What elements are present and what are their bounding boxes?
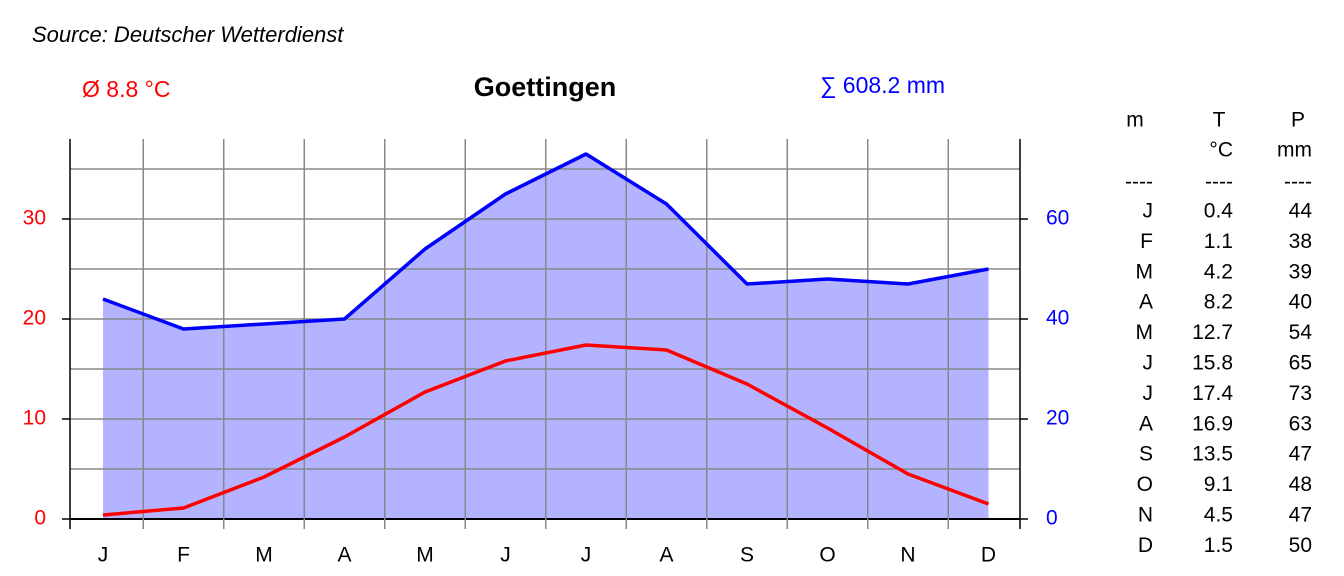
table-month: O (1137, 473, 1153, 496)
table-temperature: 12.7 (1192, 321, 1233, 344)
table-temperature: 4.2 (1204, 260, 1233, 283)
table-separator: ---- (1125, 171, 1153, 194)
x-tick-label: J (98, 544, 109, 567)
table-temperature: 1.5 (1204, 534, 1233, 557)
table-separator: ---- (1284, 171, 1312, 194)
table-precipitation: 48 (1289, 473, 1312, 496)
x-tick-label: J (581, 544, 592, 567)
table-precipitation: 54 (1289, 321, 1313, 344)
table-temperature: 13.5 (1192, 443, 1233, 466)
table-precipitation: 65 (1289, 352, 1312, 375)
table-precipitation: 73 (1289, 382, 1312, 405)
x-tick-label: D (981, 544, 996, 567)
table-month: J (1143, 200, 1154, 223)
table-temperature: 4.5 (1204, 504, 1233, 527)
table-header: m (1126, 109, 1144, 132)
table-precipitation: 38 (1289, 230, 1312, 253)
table-temperature: 9.1 (1204, 473, 1233, 496)
y2-tick-label: 40 (1046, 307, 1069, 330)
x-tick-label: A (659, 544, 673, 567)
y2-tick-label: 60 (1046, 207, 1069, 230)
source: Source: Deutscher Wetterdienst (32, 22, 344, 47)
table-precipitation: 47 (1289, 504, 1312, 527)
temperature-annotation: Ø 8.8 °C (82, 76, 170, 102)
table-month: M (1136, 260, 1154, 283)
y2-tick-label: 20 (1046, 407, 1069, 430)
x-tick-label: M (416, 544, 434, 567)
x-tick-label: F (177, 544, 190, 567)
table-temperature: 17.4 (1192, 382, 1233, 405)
x-tick-label: O (819, 544, 835, 567)
table-separator: ---- (1205, 171, 1233, 194)
x-tick-label: N (900, 544, 915, 567)
table-month: D (1138, 534, 1153, 557)
y2-tick-label: 0 (1046, 507, 1058, 530)
table-header: °C (1209, 139, 1233, 162)
table-header: T (1213, 109, 1226, 132)
table-temperature: 1.1 (1204, 230, 1233, 253)
precipitation-line (102, 152, 989, 331)
table-month: N (1138, 504, 1153, 527)
table-header: mm (1277, 139, 1312, 162)
table-precipitation: 63 (1289, 412, 1312, 435)
y-tick-label: 30 (23, 207, 46, 230)
chart-title: Goettingen (474, 72, 617, 102)
table-month: J (1143, 352, 1154, 375)
precipitation-annotation: ∑ 608.2 mm (820, 72, 945, 98)
table-temperature: 8.2 (1204, 291, 1233, 314)
table-month: F (1140, 230, 1153, 253)
table-header: P (1291, 109, 1305, 132)
y-tick-label: 20 (23, 307, 46, 330)
table-precipitation: 44 (1289, 200, 1313, 223)
table-temperature: 16.9 (1192, 412, 1233, 435)
table-month: A (1139, 412, 1153, 435)
x-tick-label: M (255, 544, 273, 567)
table-precipitation: 47 (1289, 443, 1312, 466)
y-tick-label: 10 (23, 407, 46, 430)
table-temperature: 15.8 (1192, 352, 1233, 375)
temperature-line (102, 343, 990, 517)
table-temperature: 0.4 (1204, 200, 1234, 223)
y-tick-label: 0 (34, 507, 46, 530)
table-month: A (1139, 291, 1153, 314)
x-tick-label: S (740, 544, 754, 567)
table-month: M (1136, 321, 1154, 344)
x-tick-label: J (500, 544, 511, 567)
table-precipitation: 40 (1289, 291, 1312, 314)
table-precipitation: 39 (1289, 260, 1312, 283)
x-tick-label: A (337, 544, 351, 567)
table-month: S (1139, 443, 1153, 466)
table-month: J (1143, 382, 1154, 405)
table-precipitation: 50 (1289, 534, 1312, 557)
